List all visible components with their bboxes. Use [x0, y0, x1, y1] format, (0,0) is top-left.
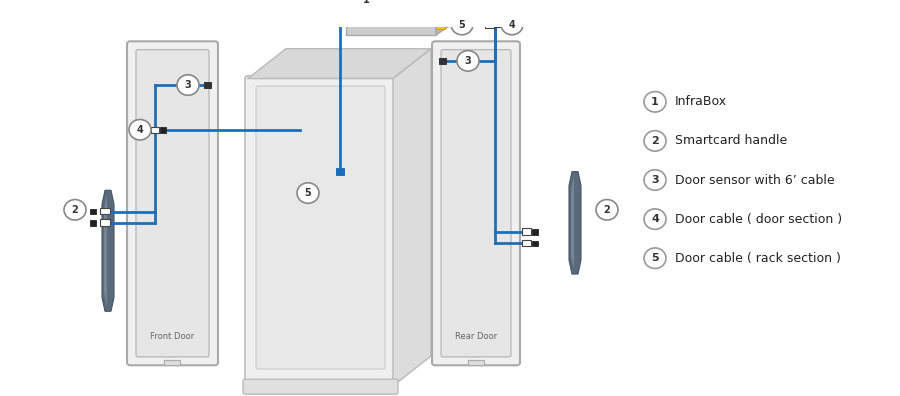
FancyBboxPatch shape: [127, 41, 218, 365]
Circle shape: [644, 91, 666, 112]
Bar: [90, 220, 96, 226]
Text: 4: 4: [137, 125, 143, 135]
Text: Door cable ( rack section ): Door cable ( rack section ): [675, 252, 841, 265]
Circle shape: [177, 75, 199, 95]
Text: Door sensor with 6’ cable: Door sensor with 6’ cable: [675, 173, 834, 187]
Circle shape: [355, 0, 377, 11]
Bar: [164, 360, 180, 365]
Bar: [522, 228, 531, 235]
Polygon shape: [102, 190, 114, 311]
Bar: [485, 21, 494, 28]
FancyBboxPatch shape: [256, 86, 385, 369]
Bar: [100, 208, 110, 215]
Text: 4: 4: [508, 19, 516, 30]
Text: 3: 3: [652, 175, 659, 185]
Bar: [151, 127, 159, 133]
Text: Smartcard handle: Smartcard handle: [675, 134, 788, 147]
Bar: [203, 82, 211, 88]
Text: 2: 2: [651, 136, 659, 146]
Polygon shape: [346, 18, 461, 35]
Bar: [495, 22, 501, 27]
Text: Front Door: Front Door: [150, 332, 194, 341]
Polygon shape: [436, 0, 461, 35]
Text: Door cable ( door section ): Door cable ( door section ): [675, 213, 842, 226]
Circle shape: [501, 14, 523, 35]
Text: 3: 3: [184, 80, 192, 90]
Bar: [336, 168, 344, 175]
Text: 1: 1: [363, 0, 369, 5]
FancyBboxPatch shape: [432, 41, 520, 365]
Polygon shape: [393, 49, 431, 386]
Circle shape: [644, 209, 666, 229]
Bar: [468, 360, 484, 365]
Polygon shape: [569, 171, 581, 274]
Bar: [90, 209, 96, 215]
Text: 2: 2: [72, 205, 78, 215]
Text: 4: 4: [651, 214, 659, 224]
Bar: [100, 219, 110, 226]
Bar: [522, 240, 531, 246]
Text: 5: 5: [459, 19, 465, 30]
Circle shape: [644, 131, 666, 151]
Text: 1: 1: [651, 97, 659, 107]
Circle shape: [64, 200, 86, 220]
Bar: [160, 127, 166, 133]
Text: 5: 5: [652, 253, 659, 263]
FancyBboxPatch shape: [441, 50, 511, 357]
Circle shape: [644, 170, 666, 190]
Polygon shape: [346, 14, 436, 35]
Bar: [436, 20, 445, 29]
Circle shape: [297, 183, 319, 203]
Text: InfraBox: InfraBox: [675, 95, 727, 109]
FancyBboxPatch shape: [245, 76, 396, 388]
Text: 5: 5: [304, 188, 311, 198]
Text: 2: 2: [604, 205, 610, 215]
Circle shape: [129, 120, 151, 140]
Polygon shape: [571, 176, 574, 269]
FancyBboxPatch shape: [243, 379, 398, 394]
Polygon shape: [104, 195, 107, 307]
Text: 3: 3: [464, 56, 472, 66]
Bar: [532, 240, 538, 246]
Circle shape: [644, 248, 666, 268]
Circle shape: [596, 200, 618, 220]
Polygon shape: [248, 49, 431, 78]
FancyBboxPatch shape: [136, 50, 209, 357]
Bar: [532, 229, 538, 235]
Circle shape: [457, 51, 479, 71]
Text: Rear Door: Rear Door: [454, 332, 497, 341]
Bar: [438, 57, 446, 64]
Circle shape: [451, 14, 473, 35]
